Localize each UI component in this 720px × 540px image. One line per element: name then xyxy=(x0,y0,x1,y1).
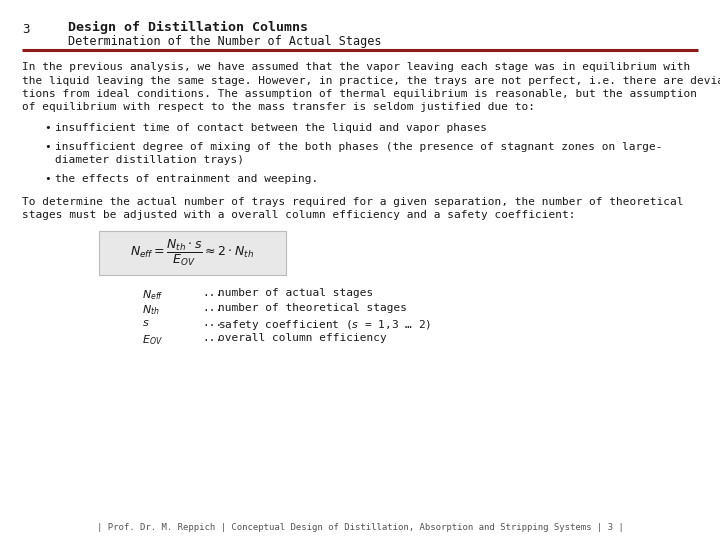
Text: number of actual stages: number of actual stages xyxy=(218,288,373,298)
Text: Determination of the Number of Actual Stages: Determination of the Number of Actual St… xyxy=(68,35,382,48)
Text: $N_{th}$: $N_{th}$ xyxy=(142,303,160,317)
Text: $E_{OV}$: $E_{OV}$ xyxy=(142,333,163,347)
Text: the effects of entrainment and weeping.: the effects of entrainment and weeping. xyxy=(55,173,318,184)
Text: •: • xyxy=(44,123,50,133)
Text: $N_{eff}$: $N_{eff}$ xyxy=(142,288,163,302)
Text: insufficient time of contact between the liquid and vapor phases: insufficient time of contact between the… xyxy=(55,123,487,133)
FancyBboxPatch shape xyxy=(99,231,286,275)
Text: of equilibrium with respect to the mass transfer is seldom justified due to:: of equilibrium with respect to the mass … xyxy=(22,103,535,112)
Text: overall column efficiency: overall column efficiency xyxy=(218,333,387,343)
Text: diameter distillation trays): diameter distillation trays) xyxy=(55,155,244,165)
Text: safety coefficient ($s$ = 1,3 … 2): safety coefficient ($s$ = 1,3 … 2) xyxy=(218,318,431,332)
Text: | Prof. Dr. M. Reppich | Conceptual Design of Distillation, Absorption and Strip: | Prof. Dr. M. Reppich | Conceptual Desi… xyxy=(96,523,624,532)
Text: ...: ... xyxy=(202,288,222,298)
Text: ...: ... xyxy=(202,318,222,328)
Text: ...: ... xyxy=(202,303,222,313)
Text: ...: ... xyxy=(202,333,222,343)
Text: •: • xyxy=(44,141,50,152)
Text: To determine the actual number of trays required for a given separation, the num: To determine the actual number of trays … xyxy=(22,197,683,207)
Text: number of theoretical stages: number of theoretical stages xyxy=(218,303,407,313)
Text: $N_{eff} = \dfrac{N_{th} \cdot s}{E_{OV}} \approx 2 \cdot N_{th}$: $N_{eff} = \dfrac{N_{th} \cdot s}{E_{OV}… xyxy=(130,238,255,268)
Text: •: • xyxy=(44,173,50,184)
Text: insufficient degree of mixing of the both phases (the presence of stagnant zones: insufficient degree of mixing of the bot… xyxy=(55,141,662,152)
Text: In the previous analysis, we have assumed that the vapor leaving each stage was : In the previous analysis, we have assume… xyxy=(22,62,690,72)
Text: the liquid leaving the same stage. However, in practice, the trays are not perfe: the liquid leaving the same stage. Howev… xyxy=(22,76,720,85)
Text: tions from ideal conditions. The assumption of thermal equilibrium is reasonable: tions from ideal conditions. The assumpt… xyxy=(22,89,697,99)
Text: 3: 3 xyxy=(22,23,30,36)
Text: Design of Distillation Columns: Design of Distillation Columns xyxy=(68,21,308,34)
Text: $s$: $s$ xyxy=(142,318,150,328)
Text: stages must be adjusted with a overall column efficiency and a safety coefficien: stages must be adjusted with a overall c… xyxy=(22,211,575,220)
